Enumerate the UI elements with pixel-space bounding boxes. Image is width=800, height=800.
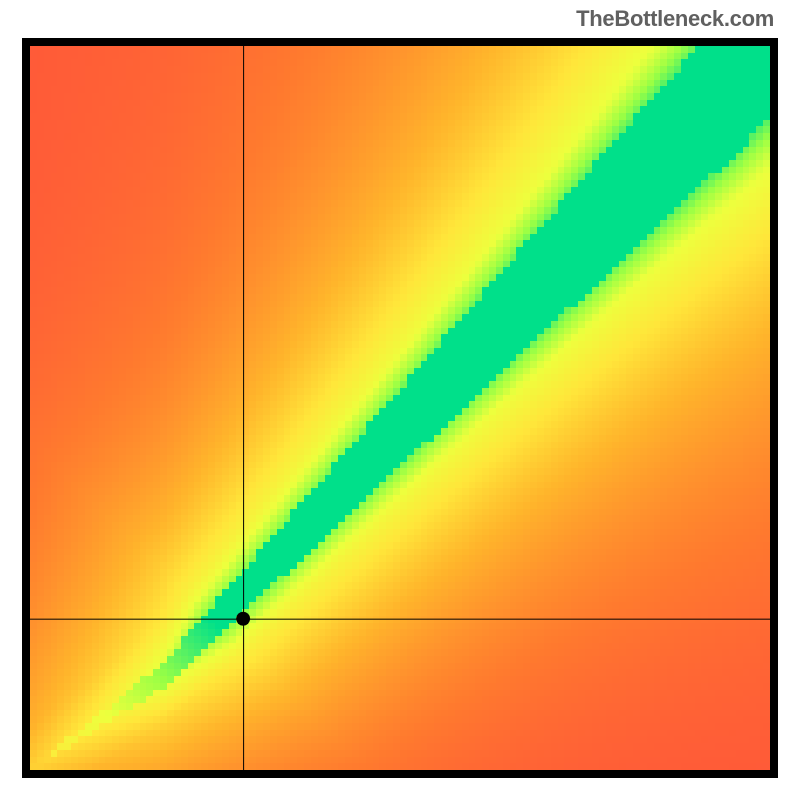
bottleneck-heatmap-plot [22,38,778,778]
watermark-text: TheBottleneck.com [576,6,774,32]
root-container: TheBottleneck.com [0,0,800,800]
heatmap-canvas [22,38,778,778]
